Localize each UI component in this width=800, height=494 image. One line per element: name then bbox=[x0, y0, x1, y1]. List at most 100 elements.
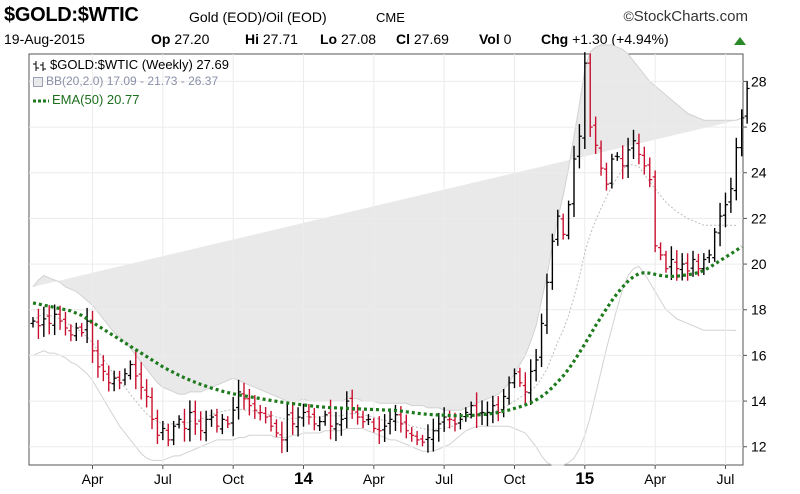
chg-value: +1.30 (+4.94%) bbox=[572, 31, 669, 47]
ohlc-bar bbox=[333, 411, 339, 442]
ohlc-bar bbox=[360, 410, 366, 429]
ohlc-bar bbox=[420, 434, 426, 447]
open-value: 27.20 bbox=[174, 31, 210, 47]
ohlc-bar bbox=[701, 253, 707, 276]
ohlc-bar bbox=[68, 324, 74, 342]
x-tick-label: 14 bbox=[294, 469, 313, 488]
ohlc-bar bbox=[387, 408, 393, 435]
ohlc-bar bbox=[695, 253, 701, 277]
quote-date: 19-Aug-2015 bbox=[4, 31, 85, 47]
bb-middle-layer bbox=[32, 164, 737, 431]
vol-label: Vol bbox=[479, 31, 500, 47]
bb-legend-icon bbox=[33, 76, 43, 87]
ohlc-bar bbox=[263, 407, 269, 424]
ohlc-bar bbox=[317, 416, 323, 431]
ohlc-bar bbox=[62, 311, 68, 336]
ohlc-bar bbox=[84, 307, 90, 344]
ohlc-bars-layer bbox=[30, 52, 750, 454]
ohlc-bar bbox=[295, 407, 301, 437]
ohlc-bar bbox=[311, 407, 317, 431]
ohlc-bar bbox=[73, 322, 79, 342]
quote-volume: Vol 0 bbox=[479, 31, 511, 47]
x-tick-label: Apr bbox=[644, 471, 666, 487]
chart-symbol: $GOLD:$WTIC bbox=[4, 4, 139, 26]
ohlc-bar bbox=[425, 424, 431, 453]
close-label: Cl bbox=[396, 31, 410, 47]
ohlc-bar bbox=[560, 213, 566, 240]
grid-layer bbox=[29, 54, 743, 465]
ohlc-bar bbox=[668, 246, 674, 281]
ohlc-bar bbox=[728, 177, 734, 213]
ohlc-bar bbox=[631, 129, 637, 160]
quote-change: Chg +1.30 (+4.94%) bbox=[541, 31, 669, 47]
ohlc-bar bbox=[165, 423, 171, 447]
ohlc-bar bbox=[198, 411, 204, 441]
ohlc-bar bbox=[587, 53, 593, 137]
ohlc-bar bbox=[79, 322, 85, 337]
ohlc-bar bbox=[641, 146, 647, 175]
ohlc-bar bbox=[122, 368, 128, 386]
ohlc-bar bbox=[468, 401, 474, 419]
ohlc-bar bbox=[176, 415, 182, 429]
ohlc-legend-icon bbox=[33, 60, 46, 71]
ohlc-bar bbox=[522, 372, 528, 406]
quote-close: Cl 27.69 bbox=[396, 31, 449, 47]
legend-main: $GOLD:$WTIC (Weekly) 27.69 bbox=[33, 57, 229, 72]
ohlc-bar bbox=[52, 304, 58, 336]
y-tick-label: 20 bbox=[751, 256, 767, 272]
chart-header: $GOLD:$WTIC Gold (EOD)/Oil (EOD) CME ©St… bbox=[0, 0, 800, 55]
ohlc-bar bbox=[495, 396, 501, 422]
bb-upper-line bbox=[32, 44, 748, 411]
y-tick-label: 26 bbox=[751, 119, 767, 135]
x-axis: Apr Jul Oct 14 Apr Jul Oct 15 Apr Jul bbox=[82, 465, 735, 488]
close-value: 27.69 bbox=[413, 31, 449, 47]
open-label: Op bbox=[151, 31, 171, 47]
quote-low: Lo 27.08 bbox=[320, 31, 376, 47]
ema-layer bbox=[32, 245, 743, 418]
x-tick-label: Jul bbox=[717, 471, 735, 487]
ohlc-bar bbox=[517, 367, 523, 387]
ohlc-bar bbox=[160, 420, 166, 441]
ohlc-bar bbox=[511, 368, 517, 389]
legend-ema-label: EMA(50) 20.77 bbox=[52, 92, 140, 107]
ohlc-bar bbox=[111, 370, 117, 392]
ohlc-bar bbox=[636, 133, 642, 165]
ohlc-bar bbox=[149, 387, 155, 430]
ohlc-bar bbox=[706, 249, 712, 263]
ohlc-bar bbox=[100, 355, 106, 382]
legend-main-label: $GOLD:$WTIC (Weekly) 27.69 bbox=[50, 57, 229, 72]
ohlc-bar bbox=[533, 349, 539, 382]
ohlc-bar bbox=[30, 317, 36, 328]
ohlc-bar bbox=[57, 305, 63, 330]
ohlc-bar bbox=[225, 416, 231, 429]
brand-name: StockCharts.com bbox=[633, 8, 748, 25]
ohlc-bar bbox=[301, 403, 306, 427]
y-tick-label: 22 bbox=[751, 210, 767, 226]
y-tick-label: 16 bbox=[751, 347, 767, 363]
quote-open: Op 27.20 bbox=[151, 31, 209, 47]
ohlc-bar bbox=[625, 137, 631, 178]
x-tick-label: Apr bbox=[82, 471, 104, 487]
ohlc-bar bbox=[41, 306, 47, 337]
ohlc-bar bbox=[268, 410, 274, 432]
x-tick-label: Jul bbox=[435, 471, 453, 487]
low-value: 27.08 bbox=[341, 31, 377, 47]
vol-value: 0 bbox=[503, 31, 512, 47]
ohlc-bar bbox=[171, 420, 177, 446]
ohlc-bar bbox=[598, 140, 604, 176]
copyright-symbol: © bbox=[623, 8, 634, 24]
y-axis: 12 14 16 18 20 22 24 26 28 bbox=[743, 73, 767, 455]
ohlc-bar bbox=[609, 153, 615, 189]
brand-watermark: ©StockCharts.com bbox=[623, 8, 748, 25]
ohlc-bar bbox=[382, 414, 388, 442]
x-tick-label: Oct bbox=[504, 471, 526, 487]
ohlc-bar bbox=[436, 412, 442, 442]
ohlc-bar bbox=[663, 250, 669, 273]
ohlc-bar bbox=[371, 417, 377, 433]
chg-label: Chg bbox=[541, 31, 569, 47]
ohlc-bar bbox=[138, 362, 144, 400]
y-tick-label: 12 bbox=[751, 439, 767, 455]
ohlc-bar bbox=[679, 253, 685, 281]
ohlc-bar bbox=[355, 404, 361, 425]
